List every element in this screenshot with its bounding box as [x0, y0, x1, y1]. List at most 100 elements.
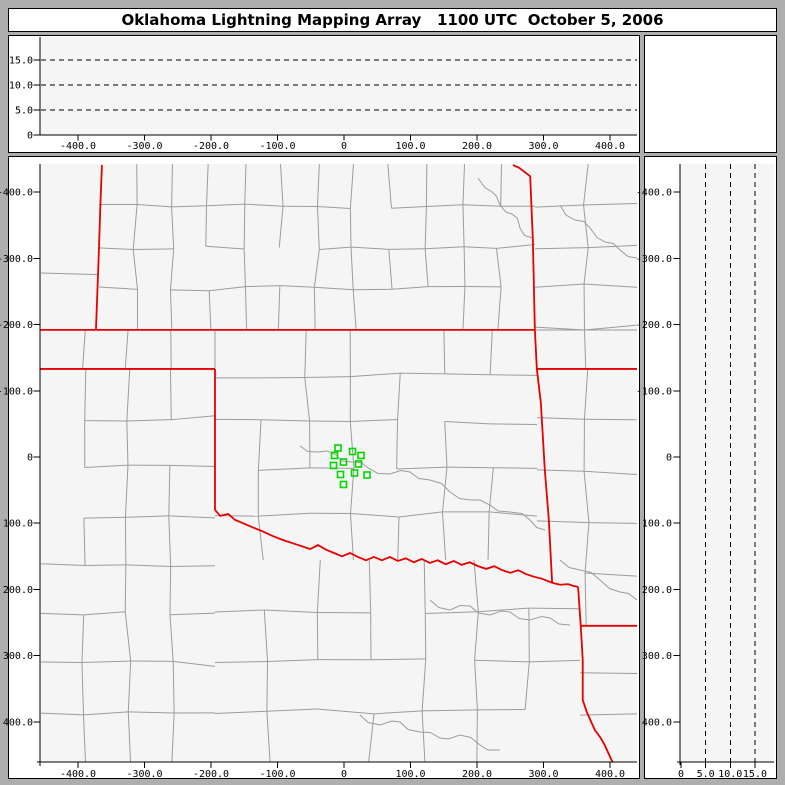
state-border-texas-louisiana-sabine — [579, 625, 614, 762]
county-line — [350, 419, 398, 423]
county-line — [534, 283, 585, 288]
county-line — [489, 329, 493, 375]
county-line — [243, 248, 246, 287]
county-line — [316, 164, 320, 207]
ns-altitude-plot-area[interactable] — [680, 164, 775, 762]
county-line — [534, 247, 589, 250]
state-border-colorado-kansas — [95, 165, 103, 330]
county-line — [82, 714, 86, 762]
county-line — [133, 248, 174, 250]
county-line — [266, 708, 317, 712]
northsouth-tick-label: 100.0 — [642, 519, 672, 530]
county-line — [463, 246, 466, 287]
northsouth-tick-label: -300.0 — [0, 254, 33, 265]
county-line — [257, 516, 264, 561]
county-line — [583, 368, 589, 420]
county-line — [314, 286, 354, 291]
lma-station-marker — [354, 460, 363, 468]
county-line — [536, 520, 589, 524]
county-line — [125, 515, 169, 518]
lma-station-marker — [339, 458, 348, 466]
county-line — [391, 206, 427, 209]
county-line — [40, 712, 84, 716]
county-line — [536, 417, 585, 420]
county-line — [258, 512, 310, 517]
ew-altitude-plot-area[interactable] — [40, 37, 638, 135]
county-line — [443, 329, 446, 374]
county-line — [400, 372, 445, 375]
county-line — [132, 204, 138, 250]
county-line — [316, 206, 320, 250]
county-line — [124, 564, 127, 612]
altitude-tick-label: 5.0 — [15, 106, 33, 117]
eastwest-tick-label: 300.0 — [528, 141, 558, 152]
eastwest-tick-label: 200.0 — [462, 769, 492, 780]
county-line — [209, 286, 246, 292]
lma-station-marker — [357, 451, 365, 460]
county-line — [425, 611, 479, 614]
state-borders-layer — [40, 164, 637, 762]
county-line — [304, 377, 311, 422]
county-line — [529, 659, 581, 663]
county-line — [124, 611, 132, 662]
county-line — [169, 612, 216, 616]
eastwest-tick-label: -100.0 — [259, 769, 295, 780]
county-line — [137, 203, 172, 208]
county-line — [245, 285, 280, 288]
river-boundary — [559, 204, 637, 259]
state-border-red-river — [214, 509, 579, 588]
county-line — [350, 513, 400, 518]
county-line — [398, 511, 443, 518]
northsouth-tick-label: -400.0 — [636, 188, 672, 199]
county-line — [489, 511, 538, 517]
county-line — [524, 661, 530, 710]
eastwest-tick-label: -300.0 — [126, 141, 162, 152]
northsouth-tick-label: 400.0 — [642, 717, 672, 728]
county-line — [277, 285, 281, 331]
county-line — [464, 246, 497, 249]
county-line — [319, 246, 352, 251]
map-layers — [40, 164, 637, 762]
county-line — [170, 289, 210, 292]
county-line — [444, 420, 491, 425]
county-line — [128, 711, 175, 714]
county-line — [388, 249, 393, 290]
county-line — [84, 368, 87, 421]
county-line — [462, 164, 466, 205]
eastwest-tick-label: -200.0 — [193, 141, 229, 152]
lma-station-marker — [348, 447, 357, 456]
county-line — [588, 244, 637, 249]
plan-view-plot-area[interactable] — [40, 164, 638, 762]
county-line — [349, 421, 355, 469]
county-line — [316, 708, 375, 715]
county-line — [374, 710, 423, 715]
northsouth-tick-label: 100.0 — [3, 519, 33, 530]
county-line — [421, 658, 427, 711]
county-line — [490, 423, 538, 426]
blank-corner-panel — [644, 35, 777, 153]
county-line — [474, 660, 478, 710]
county-line — [583, 203, 637, 206]
northsouth-tick-label: -200.0 — [0, 320, 33, 331]
county-line — [584, 324, 637, 331]
northsouth-tick-label: 200.0 — [642, 585, 672, 596]
county-line — [214, 710, 267, 714]
county-line — [127, 711, 132, 762]
county-line — [497, 286, 502, 331]
county-line — [496, 243, 536, 249]
county-line — [83, 516, 126, 519]
county-line — [423, 559, 426, 614]
eastwest-tick-label: 100.0 — [395, 769, 425, 780]
eastwest-tick-label: 0 — [341, 769, 347, 780]
eastwest-tick-label: 300.0 — [528, 769, 558, 780]
county-line — [444, 421, 448, 468]
county-line — [534, 204, 584, 208]
county-line — [169, 368, 172, 420]
county-line — [278, 206, 284, 248]
county-line — [169, 614, 174, 662]
county-line — [81, 660, 131, 663]
county-line — [126, 421, 129, 466]
lma-station-marker — [339, 480, 348, 489]
county-line — [304, 376, 351, 378]
county-line — [83, 711, 129, 716]
